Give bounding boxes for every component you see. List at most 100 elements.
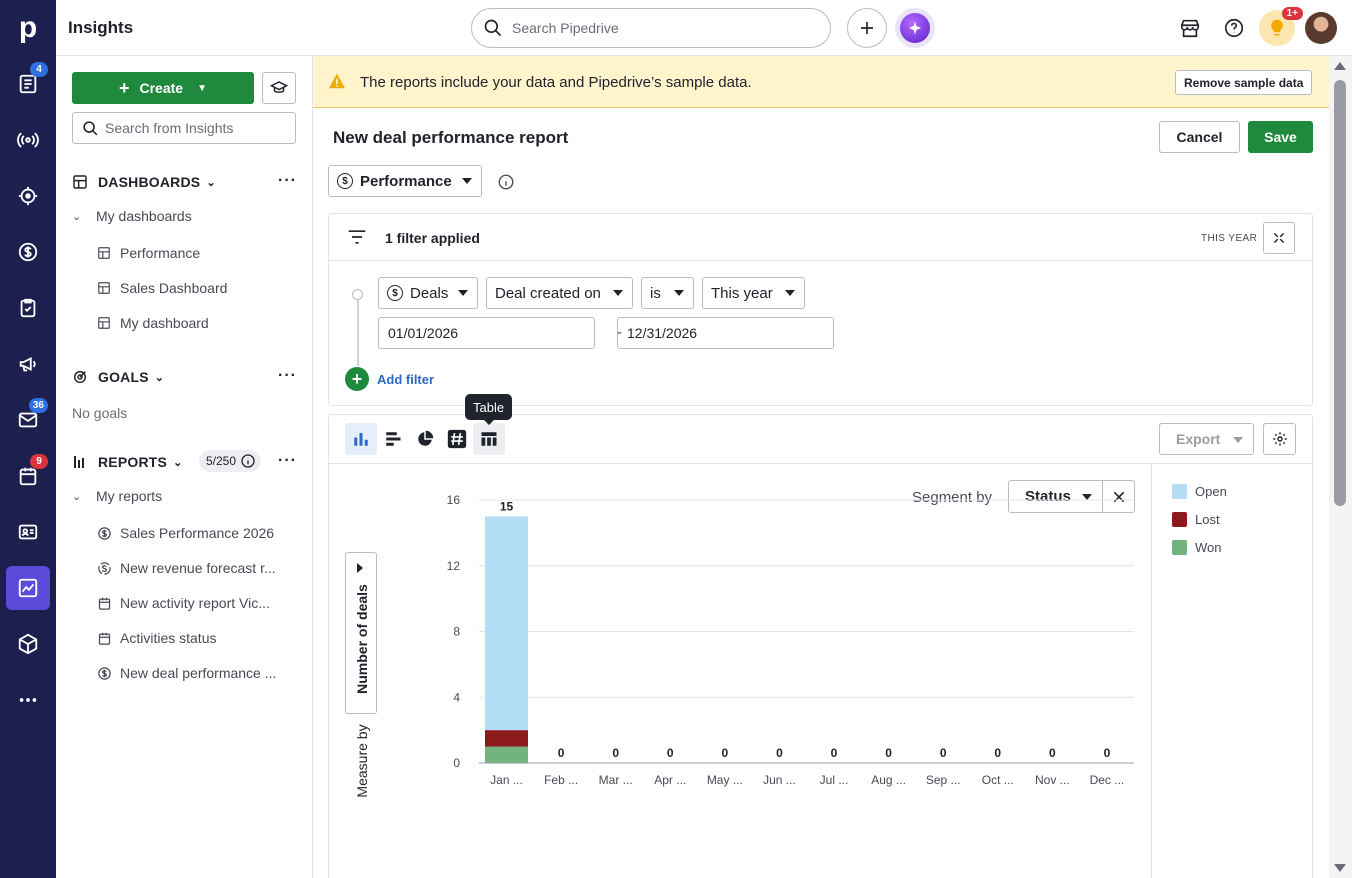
plus-icon: + [118,77,130,98]
reports-section-toggle[interactable]: REPORTS ⌄ [72,452,183,472]
nav-insights[interactable] [6,566,50,610]
marketplace-button[interactable] [1176,14,1204,42]
nav-leads[interactable]: 4 [6,62,50,106]
table-tooltip: Table [465,394,513,425]
bar-segment-won[interactable] [485,746,528,763]
nav-more[interactable] [6,678,50,722]
nav-campaigns-megaphone[interactable] [6,342,50,386]
nav-campaigns[interactable] [6,118,50,162]
filter-panel-header[interactable]: 1 filter applied THIS YEAR [329,214,1312,261]
x-tick-label: May ... [707,773,743,787]
filter-operator-dropdown[interactable]: is [641,277,694,309]
pipedrive-logo[interactable]: p [18,11,38,44]
date-to-input[interactable]: 12/31/2026 [617,317,834,349]
filter-summary: 1 filter applied [385,230,480,246]
goals-more-button[interactable]: ··· [278,367,297,384]
cancel-button[interactable]: Cancel [1159,121,1240,153]
insights-search-input[interactable]: Search from Insights [72,112,296,144]
x-tick-label: Dec ... [1090,773,1125,787]
add-filter-button[interactable]: + Add filter [345,367,434,391]
remove-sample-data-button[interactable]: Remove sample data [1175,70,1313,95]
filter-icon [348,230,366,244]
learn-button[interactable] [262,72,296,104]
legend-item-lost[interactable]: Lost [1172,512,1220,527]
x-tick-label: Nov ... [1035,773,1070,787]
my-reports-toggle[interactable]: ⌄ My reports [72,488,162,504]
nav-projects[interactable] [6,174,50,218]
sidebar-item-report[interactable]: New deal performance ... [96,662,296,684]
sidebar-item-report[interactable]: New activity report Vic... [96,592,296,614]
chart-legend: Open Lost Won [1151,464,1312,878]
sidebar-item-report[interactable]: New revenue forecast r... [96,557,296,579]
filter-entity-dropdown[interactable]: $ Deals [378,277,478,309]
legend-label: Lost [1195,512,1220,527]
column-chart-button[interactable] [345,423,377,455]
caret-down-icon: ▼ [197,82,207,94]
nav-deals[interactable] [6,230,50,274]
info-icon[interactable] [240,453,256,469]
sidebar-item-dashboard[interactable]: Performance [96,242,296,264]
dashboard-icon [96,281,112,295]
bar-chart-button[interactable] [377,423,409,455]
reports-more-button[interactable]: ··· [278,452,297,469]
report-title[interactable]: New deal performance report [333,128,569,147]
collapse-filters-button[interactable] [1263,222,1295,254]
sidebar-item-report[interactable]: Activities status [96,627,296,649]
my-dashboards-toggle[interactable]: ⌄ My dashboards [72,208,192,224]
y-tick-label: 12 [447,559,461,573]
sidebar-item-report[interactable]: Sales Performance 2026 [96,522,296,544]
date-from-input[interactable]: 01/01/2026 [378,317,595,349]
info-icon[interactable] [497,173,515,191]
global-search-input[interactable]: Search Pipedrive [471,8,831,48]
date-range-separator: - [617,324,622,341]
bar-chart: 0 4 8 12 16 15 Jan ... 0 Feb ... 0 Mar ... 0 Apr ...… [447,493,1134,787]
bar-segment-open[interactable] [485,516,528,731]
create-button[interactable]: + Create ▼ [72,72,254,104]
insights-search-placeholder: Search from Insights [105,120,234,136]
goals-section-toggle[interactable]: GOALS ⌄ [72,367,164,387]
table-view-button[interactable] [473,423,505,455]
nav-mail[interactable]: 36 [6,398,50,442]
nav-products[interactable] [6,622,50,666]
report-type-dropdown[interactable]: $ Performance [328,165,482,197]
dashboards-more-button[interactable]: ··· [278,172,297,189]
scorecard-button[interactable] [441,423,473,455]
leads-icon [19,74,37,94]
measure-dropdown[interactable]: Number of deals [345,552,377,714]
sidebar-item-dashboard[interactable]: My dashboard [96,312,296,334]
legend-item-won[interactable]: Won [1172,540,1222,555]
sidebar-item-dashboard[interactable]: Sales Dashboard [96,277,296,299]
scroll-up-icon[interactable] [1334,62,1346,70]
caret-down-icon [462,178,472,184]
page-scrollbar[interactable] [1329,56,1352,878]
legend-swatch [1172,512,1187,527]
banner-text: The reports include your data and Pipedr… [360,74,752,91]
bar-segment-lost[interactable] [485,730,528,747]
calendar-icon [19,467,37,486]
scroll-down-icon[interactable] [1334,864,1346,872]
dollar-icon [96,526,112,541]
filter-field-dropdown[interactable]: Deal created on [486,277,633,309]
dollar-icon: $ [337,173,353,189]
scroll-thumb[interactable] [1334,80,1346,506]
dashboards-section-toggle[interactable]: DASHBOARDS ⌄ [72,172,216,192]
pie-chart-button[interactable] [409,423,441,455]
save-button[interactable]: Save [1248,121,1313,153]
nav-activities-list[interactable] [6,286,50,330]
quick-add-button[interactable] [847,8,887,48]
chart-line-icon [18,578,38,598]
nav-contacts[interactable] [6,510,50,554]
goals-heading: GOALS [98,369,149,385]
filter-value-dropdown[interactable]: This year [702,277,805,309]
tips-button[interactable]: 1+ [1259,7,1303,46]
ai-assistant-button[interactable] [895,8,935,48]
legend-item-open[interactable]: Open [1172,484,1227,499]
nav-activities[interactable]: 9 [6,454,50,498]
export-button[interactable]: Export [1159,423,1254,455]
avatar[interactable] [1305,12,1337,44]
chart-settings-button[interactable] [1263,423,1296,455]
dollar-icon: $ [387,285,403,301]
help-button[interactable] [1220,14,1248,42]
graduation-cap-icon [270,81,288,93]
store-icon [1180,19,1200,38]
